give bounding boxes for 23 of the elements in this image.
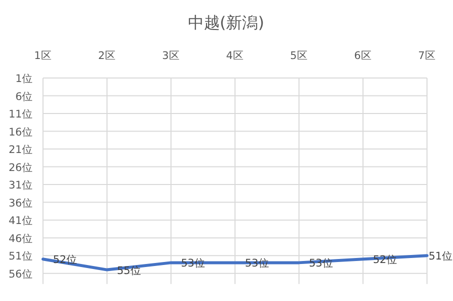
y-tick-label: 41位 (8, 215, 33, 228)
x-tick-label: 5区 (290, 50, 308, 62)
y-tick-label: 36位 (8, 197, 33, 210)
data-label: 53位 (181, 258, 206, 270)
x-tick-label: 6区 (354, 50, 372, 62)
x-tick-label: 3区 (162, 50, 180, 62)
data-label: 53位 (245, 258, 270, 270)
y-tick-label: 1位 (15, 73, 33, 85)
y-tick-label: 11位 (8, 108, 33, 121)
y-tick-label: 6位 (15, 90, 33, 103)
y-tick-label: 21位 (8, 144, 33, 156)
x-tick-label: 2区 (98, 50, 116, 62)
x-tick-label: 7区 (418, 50, 436, 62)
y-tick-label: 46位 (8, 232, 33, 245)
y-tick-label: 16位 (8, 126, 33, 138)
y-tick-label: 56位 (8, 268, 33, 280)
y-tick-label: 26位 (8, 162, 33, 174)
chart-title: 中越(新潟) (188, 13, 264, 32)
y-tick-label: 31位 (8, 180, 33, 192)
y-tick-label: 51位 (8, 250, 33, 263)
x-tick-label: 1区 (34, 50, 52, 62)
x-tick-label: 4区 (226, 50, 244, 62)
data-label: 51位 (428, 250, 453, 263)
